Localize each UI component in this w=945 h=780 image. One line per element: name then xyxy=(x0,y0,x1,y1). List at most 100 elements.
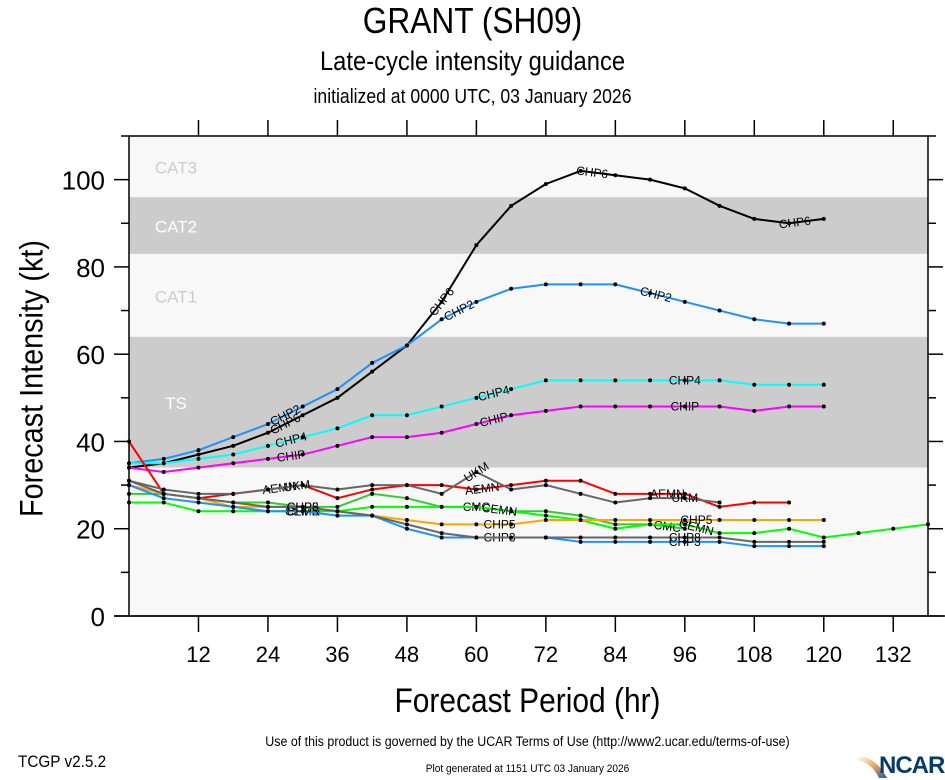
data-point xyxy=(509,286,514,291)
data-point xyxy=(648,539,653,544)
data-point xyxy=(474,535,479,540)
data-point xyxy=(682,186,687,191)
data-point xyxy=(231,452,236,457)
series-label-chp4: CHP4 xyxy=(669,373,701,387)
data-point xyxy=(196,448,201,453)
data-point xyxy=(752,500,757,505)
data-point xyxy=(474,395,479,400)
data-point xyxy=(543,483,548,488)
data-point xyxy=(161,496,166,501)
data-point xyxy=(648,535,653,540)
data-point xyxy=(648,522,653,527)
series-label-chp6: CHP6 xyxy=(575,163,609,181)
data-point xyxy=(613,491,618,496)
x-tick-label: 60 xyxy=(464,642,488,667)
data-point xyxy=(439,535,444,540)
data-point xyxy=(543,478,548,483)
terms-of-use: Use of this product is governed by the U… xyxy=(265,734,790,749)
data-point xyxy=(231,461,236,466)
data-point xyxy=(439,483,444,488)
data-point xyxy=(474,504,479,509)
data-point xyxy=(648,291,653,296)
band-label-cat1: CAT1 xyxy=(155,287,197,306)
data-point xyxy=(404,526,409,531)
series-label-cmc: CMC xyxy=(653,518,682,535)
data-point xyxy=(682,539,687,544)
data-point xyxy=(821,321,826,326)
data-point xyxy=(787,221,792,226)
data-point xyxy=(821,539,826,544)
data-point xyxy=(578,168,583,173)
series-label-chp5: CHP5 xyxy=(484,517,516,531)
band-ts xyxy=(129,336,928,468)
chart-title: GRANT (SH09) xyxy=(362,0,583,41)
data-point xyxy=(821,535,826,540)
data-point xyxy=(787,544,792,549)
data-point xyxy=(682,404,687,409)
data-point xyxy=(161,491,166,496)
data-point xyxy=(717,378,722,383)
data-point xyxy=(543,378,548,383)
data-point xyxy=(335,387,340,392)
x-tick-label: 72 xyxy=(534,642,558,667)
data-point xyxy=(613,522,618,527)
data-point xyxy=(509,487,514,492)
data-point xyxy=(300,404,305,409)
data-point xyxy=(265,456,270,461)
data-point xyxy=(648,491,653,496)
data-point xyxy=(578,518,583,522)
data-point xyxy=(335,487,340,492)
data-point xyxy=(265,500,270,505)
data-point xyxy=(474,522,479,527)
data-point xyxy=(439,404,444,409)
y-axis-label: Forecast Intensity (kt) xyxy=(13,240,50,517)
data-point xyxy=(856,531,861,536)
data-point xyxy=(578,404,583,409)
data-point xyxy=(543,518,548,522)
series-label-chp8: CHP8 xyxy=(669,530,701,544)
data-point xyxy=(682,518,687,522)
data-point xyxy=(509,535,514,540)
data-point xyxy=(335,426,340,431)
data-point xyxy=(196,456,201,461)
data-point xyxy=(648,496,653,501)
data-point xyxy=(717,308,722,313)
series-label-chip: CHIP xyxy=(670,400,699,414)
x-tick-label: 84 xyxy=(603,642,627,667)
band-cat2 xyxy=(129,197,928,254)
data-point xyxy=(335,496,340,501)
x-tick-label: 12 xyxy=(186,642,210,667)
data-point xyxy=(682,491,687,496)
data-point xyxy=(335,509,340,514)
data-point xyxy=(300,452,305,457)
x-tick-label: 120 xyxy=(805,642,842,667)
data-point xyxy=(439,299,444,304)
data-point xyxy=(787,526,792,531)
data-point xyxy=(787,321,792,326)
data-point xyxy=(613,526,618,531)
series-label-ukm: UKM xyxy=(671,491,698,505)
band-label-ts: TS xyxy=(165,394,187,413)
ncar-swoosh-icon xyxy=(857,756,887,778)
data-point xyxy=(509,413,514,418)
data-point xyxy=(717,203,722,208)
data-point xyxy=(509,387,514,392)
data-point xyxy=(613,282,618,287)
data-point xyxy=(821,404,826,409)
series-label-chip: CHIP xyxy=(276,447,306,464)
data-point xyxy=(752,382,757,387)
x-axis-label: Forecast Period (hr) xyxy=(394,682,661,720)
data-point xyxy=(265,422,270,426)
y-tick-label: 60 xyxy=(76,340,105,370)
data-point xyxy=(509,203,514,208)
series-label-chp6: CHP6 xyxy=(778,214,812,232)
data-point xyxy=(300,413,305,418)
data-point xyxy=(717,518,722,522)
data-point xyxy=(370,504,375,509)
data-point xyxy=(196,500,201,505)
data-point xyxy=(648,177,653,182)
data-point xyxy=(231,443,236,448)
data-point xyxy=(509,483,514,488)
